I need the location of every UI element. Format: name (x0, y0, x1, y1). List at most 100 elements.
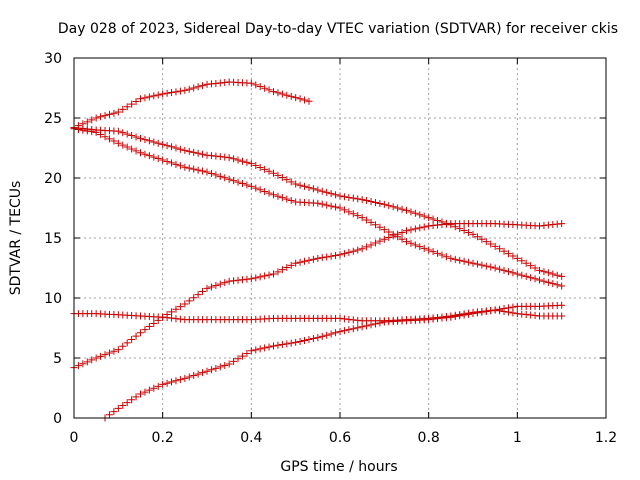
data-point (128, 100, 136, 108)
data-point (234, 355, 242, 363)
data-point (172, 144, 180, 152)
data-point (105, 135, 113, 143)
data-point (442, 253, 450, 261)
data-point (137, 329, 144, 337)
data-point (278, 174, 286, 182)
data-point (252, 81, 260, 89)
data-point (380, 235, 388, 243)
data-point (230, 357, 238, 365)
data-point (150, 319, 158, 327)
data-point (176, 87, 184, 95)
data-point (145, 137, 153, 145)
data-point (301, 336, 309, 344)
data-point (238, 180, 246, 188)
data-point (407, 208, 415, 216)
data-point (358, 245, 366, 253)
data-point (256, 273, 264, 281)
series-s1 (70, 78, 313, 132)
data-point (389, 203, 397, 211)
data-point (83, 118, 91, 126)
data-point (504, 268, 512, 276)
x-tick-label: 0.4 (240, 430, 262, 446)
data-point (172, 377, 180, 385)
data-point (513, 270, 521, 278)
data-point (92, 128, 100, 136)
data-point (323, 201, 331, 209)
data-point (114, 127, 122, 135)
data-point (252, 346, 260, 354)
data-point (221, 279, 229, 287)
data-point (531, 264, 539, 272)
data-point (230, 155, 238, 163)
data-point (128, 396, 136, 404)
data-point (403, 227, 410, 235)
data-point (429, 215, 437, 223)
data-point (132, 97, 140, 105)
data-point (105, 349, 113, 357)
data-point (558, 301, 566, 309)
data-point (292, 338, 300, 346)
data-point (145, 152, 153, 160)
data-point (128, 132, 136, 140)
data-point (327, 252, 335, 260)
data-point (221, 361, 229, 369)
data-point (504, 250, 512, 258)
data-point (487, 240, 495, 248)
data-point (256, 163, 264, 171)
data-point (522, 259, 530, 267)
data-point (154, 139, 162, 147)
data-point (367, 321, 375, 329)
data-point (558, 312, 566, 320)
data-point (509, 303, 517, 311)
data-point (518, 271, 526, 279)
data-point (349, 194, 357, 202)
data-point (371, 320, 379, 328)
data-point (261, 84, 269, 92)
data-point (83, 127, 91, 135)
data-point (243, 181, 251, 189)
data-point (252, 184, 260, 192)
data-point (420, 244, 428, 252)
data-point (340, 193, 348, 201)
data-point (270, 191, 277, 199)
data-point (256, 345, 264, 353)
data-point (358, 323, 366, 331)
data-point (194, 370, 202, 378)
data-point (230, 177, 238, 185)
data-point (496, 305, 504, 313)
data-point (403, 206, 410, 214)
data-point (340, 327, 348, 335)
data-point (261, 165, 269, 173)
data-point (447, 313, 455, 321)
data-point (145, 93, 153, 101)
data-point (460, 227, 468, 235)
data-point (88, 356, 96, 364)
data-point (150, 384, 158, 392)
data-point (332, 203, 340, 211)
data-point (176, 145, 184, 153)
data-point (371, 198, 379, 206)
data-point (314, 254, 322, 262)
data-point (194, 149, 202, 157)
data-point (212, 282, 220, 290)
data-point (416, 224, 424, 232)
data-point (509, 252, 517, 260)
data-point (185, 147, 193, 155)
data-point (141, 326, 149, 334)
data-point (101, 351, 109, 359)
data-point (207, 283, 215, 291)
data-point (154, 155, 162, 163)
data-point (371, 239, 379, 247)
data-point (411, 225, 419, 233)
data-point (345, 326, 353, 334)
y-tick-label: 20 (44, 171, 62, 187)
data-point (247, 79, 255, 87)
data-point (385, 202, 393, 210)
data-point (141, 388, 149, 396)
data-point (123, 103, 131, 111)
data-point (500, 247, 508, 255)
data-point (451, 312, 459, 320)
data-point (469, 230, 477, 238)
data-point (97, 131, 105, 139)
